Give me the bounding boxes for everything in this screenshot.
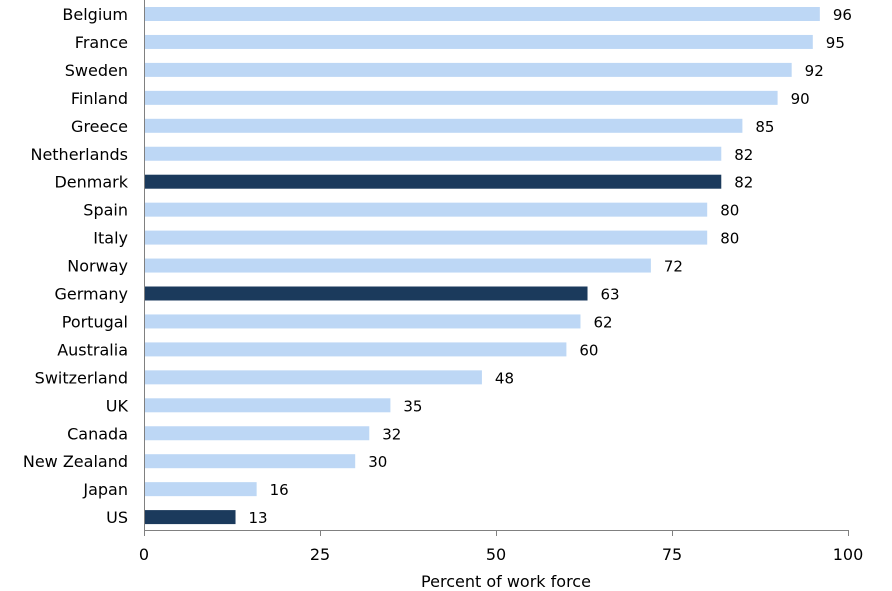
bar-spain — [144, 202, 708, 217]
category-label-canada: Canada — [67, 424, 128, 443]
category-label-norway: Norway — [67, 257, 128, 276]
category-label-portugal: Portugal — [62, 312, 128, 331]
bar-uk — [144, 398, 391, 413]
data-label-canada: 32 — [382, 425, 401, 443]
bar-switzerland — [144, 370, 482, 385]
data-label-new-zealand: 30 — [368, 453, 387, 471]
bar-canada — [144, 426, 370, 441]
bar-norway — [144, 258, 651, 273]
data-label-us: 13 — [249, 509, 268, 527]
data-label-belgium: 96 — [833, 6, 852, 24]
category-label-italy: Italy — [93, 229, 128, 248]
bar-greece — [144, 118, 743, 133]
bars-group: Belgium 96 France 95 Sweden 92 Finland 90 Greece… — [23, 5, 852, 527]
data-label-denmark: 82 — [734, 174, 753, 192]
category-label-us: US — [106, 508, 128, 527]
category-label-uk: UK — [106, 396, 129, 415]
data-label-france: 95 — [826, 34, 845, 52]
x-tick-label-0: 0 — [139, 545, 149, 564]
data-label-australia: 60 — [579, 341, 598, 359]
category-label-netherlands: Netherlands — [30, 145, 128, 164]
category-label-sweden: Sweden — [65, 61, 128, 80]
data-label-sweden: 92 — [805, 62, 824, 80]
bar-netherlands — [144, 146, 722, 161]
x-tick-label-100: 100 — [833, 545, 864, 564]
data-label-netherlands: 82 — [734, 146, 753, 164]
category-label-switzerland: Switzerland — [35, 368, 128, 387]
data-label-germany: 63 — [601, 286, 620, 304]
bar-japan — [144, 482, 257, 497]
x-tick-label-50: 50 — [486, 545, 506, 564]
category-label-belgium: Belgium — [62, 5, 128, 24]
data-label-japan: 16 — [270, 481, 289, 499]
bar-sweden — [144, 62, 792, 77]
x-tick-label-75: 75 — [662, 545, 682, 564]
data-label-norway: 72 — [664, 258, 683, 276]
bar-italy — [144, 230, 708, 245]
bar-finland — [144, 90, 778, 105]
category-label-denmark: Denmark — [54, 173, 128, 192]
category-label-spain: Spain — [83, 201, 128, 220]
x-axis-title: Percent of work force — [421, 572, 591, 591]
category-label-greece: Greece — [71, 117, 128, 136]
x-tick-label-25: 25 — [310, 545, 330, 564]
bar-germany — [144, 286, 588, 301]
bar-france — [144, 34, 813, 49]
data-label-greece: 85 — [755, 118, 774, 136]
bar-portugal — [144, 314, 581, 329]
data-label-spain: 80 — [720, 202, 739, 220]
bar-new-zealand — [144, 454, 356, 469]
category-label-australia: Australia — [57, 340, 128, 359]
data-label-switzerland: 48 — [495, 369, 514, 387]
bar-us — [144, 510, 236, 525]
data-label-uk: 35 — [403, 397, 422, 415]
bar-denmark — [144, 174, 722, 189]
category-label-germany: Germany — [54, 285, 128, 304]
bar-belgium — [144, 7, 820, 21]
data-label-italy: 80 — [720, 230, 739, 248]
category-label-new-zealand: New Zealand — [23, 452, 128, 471]
category-label-japan: Japan — [82, 480, 128, 499]
data-label-finland: 90 — [791, 90, 810, 108]
axes-group: 0 25 50 75 100 — [139, 0, 863, 564]
category-label-france: France — [75, 33, 128, 52]
data-label-portugal: 62 — [593, 313, 612, 331]
bar-australia — [144, 342, 567, 357]
category-label-finland: Finland — [71, 89, 128, 108]
